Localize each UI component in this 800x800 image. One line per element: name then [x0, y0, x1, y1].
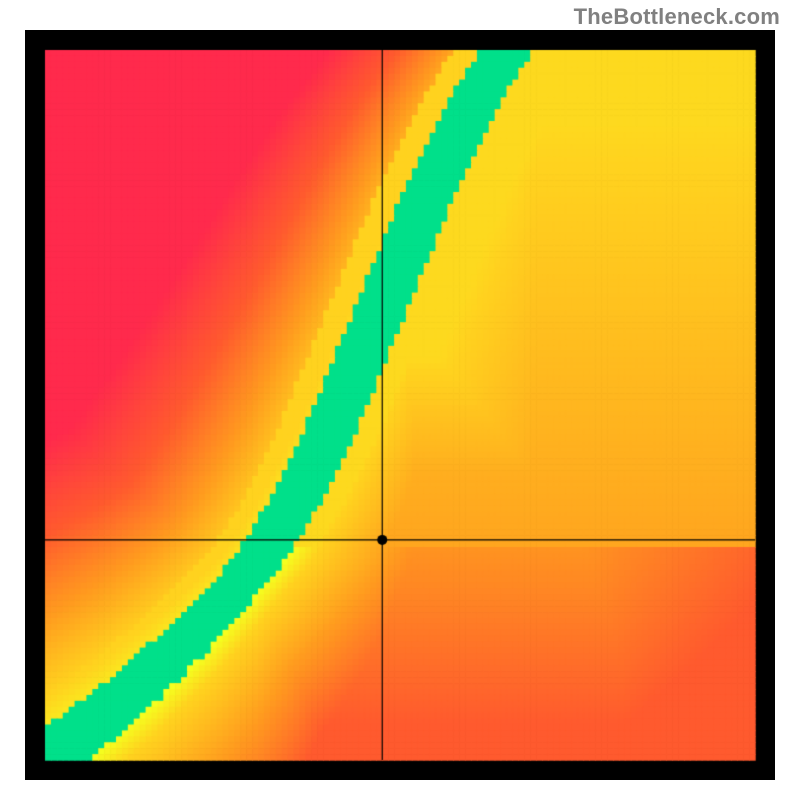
figure-container: TheBottleneck.com — [0, 0, 800, 800]
heatmap-canvas — [25, 30, 775, 780]
watermark-text: TheBottleneck.com — [574, 4, 780, 30]
plot-frame — [25, 30, 775, 780]
